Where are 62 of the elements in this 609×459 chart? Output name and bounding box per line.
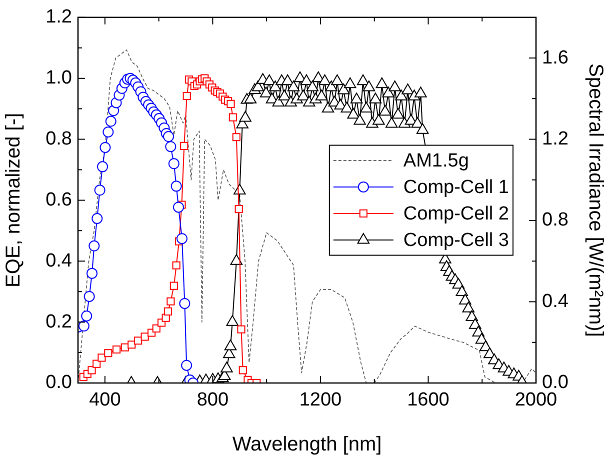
legend-label: Comp-Cell 2 (403, 204, 510, 225)
x-tick-label: 800 (196, 390, 229, 411)
y2-axis-title: Spectral Irradiance [W/(m²nm)] (584, 64, 606, 337)
point (232, 133, 240, 142)
x-axis-title: Wavelength [nm] (232, 434, 382, 456)
legend-label: AM1.5g (403, 150, 469, 172)
legend-label: Comp-Cell 3 (403, 230, 510, 252)
y-tick-label: 1.2 (46, 6, 72, 28)
legend-label: Comp-Cell 1 (403, 177, 510, 198)
point (170, 282, 178, 290)
point (234, 205, 243, 214)
point (104, 349, 112, 358)
point (163, 131, 174, 142)
point (78, 320, 90, 332)
point (100, 142, 111, 153)
y2-tick-label: 1.2 (542, 128, 568, 150)
point (88, 366, 96, 374)
point (172, 202, 184, 213)
x-tick-label: 1600 (407, 390, 450, 411)
point (168, 158, 180, 170)
y2-tick-label: 0.4 (542, 290, 569, 312)
point (182, 92, 191, 100)
y-tick-label: 0.2 (46, 311, 72, 332)
point (228, 113, 237, 122)
line-series (78, 50, 536, 383)
point (92, 212, 103, 224)
x-tick-label: 400 (89, 390, 121, 411)
point (81, 310, 92, 322)
point (237, 325, 246, 334)
point (180, 142, 188, 150)
point (86, 268, 98, 279)
x-tick-label: 1200 (299, 390, 342, 411)
point (128, 340, 136, 349)
point (94, 184, 106, 196)
point (92, 360, 101, 368)
y-tick-label: 0.4 (46, 250, 72, 272)
point (112, 345, 121, 354)
y-tick-label: 0.8 (46, 128, 72, 150)
point (97, 161, 108, 172)
point (166, 297, 175, 306)
point (102, 126, 114, 138)
y-tick-label: 1.0 (46, 68, 72, 89)
point (165, 141, 176, 152)
y2-tick-label: 1.6 (542, 47, 568, 68)
point (164, 307, 172, 316)
point (105, 116, 116, 127)
point (170, 180, 182, 192)
point (134, 336, 142, 345)
y-tick-label: 0.6 (46, 189, 72, 210)
point (84, 290, 95, 302)
y-axis-title: EQE, normalized [-] (2, 112, 25, 288)
point (172, 261, 180, 270)
point (98, 354, 106, 362)
point (152, 324, 160, 332)
point (88, 240, 100, 252)
y-tick-label: 0.0 (46, 372, 72, 394)
point (179, 298, 190, 309)
point (226, 100, 235, 108)
point (238, 366, 247, 374)
point (181, 360, 192, 371)
point (176, 233, 188, 244)
y2-tick-label: 0.8 (542, 210, 568, 231)
